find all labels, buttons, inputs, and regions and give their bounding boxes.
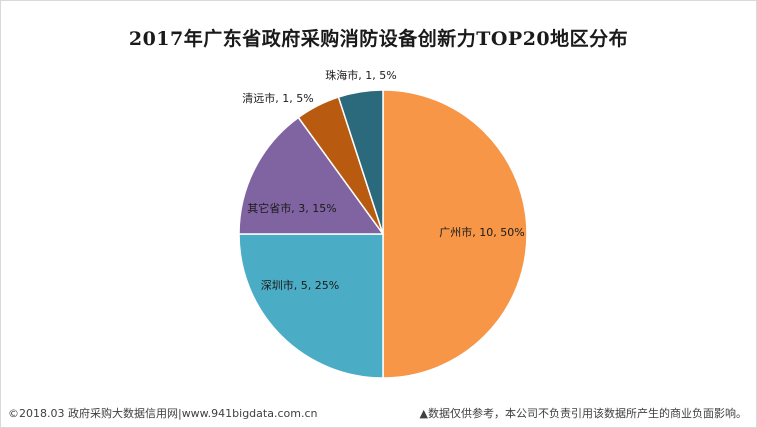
chart-title: 2017年广东省政府采购消防设备创新力TOP20地区分布 bbox=[128, 28, 629, 50]
pie-slice-3 bbox=[238, 116, 385, 235]
slice-data-label: 广州市, 10, 50% bbox=[439, 225, 524, 239]
pie-slice-2 bbox=[238, 233, 384, 379]
footer-disclaimer: ▲数据仅供参考，本公司不负责引用该数据所产生的商业负面影响。 bbox=[419, 407, 747, 420]
pie-slice-5 bbox=[337, 89, 384, 235]
slice-data-label: 清远市, 1, 5% bbox=[242, 91, 313, 105]
slice-data-label: 其它省市, 3, 15% bbox=[247, 201, 336, 215]
slice-data-label: 深圳市, 5, 25% bbox=[261, 278, 339, 292]
pie-slice-1 bbox=[382, 89, 528, 379]
slice-data-label: 珠海市, 1, 5% bbox=[325, 68, 396, 82]
footer-source: ©2018.03 政府采购大数据信用网|www.941bigdata.com.c… bbox=[8, 407, 318, 420]
